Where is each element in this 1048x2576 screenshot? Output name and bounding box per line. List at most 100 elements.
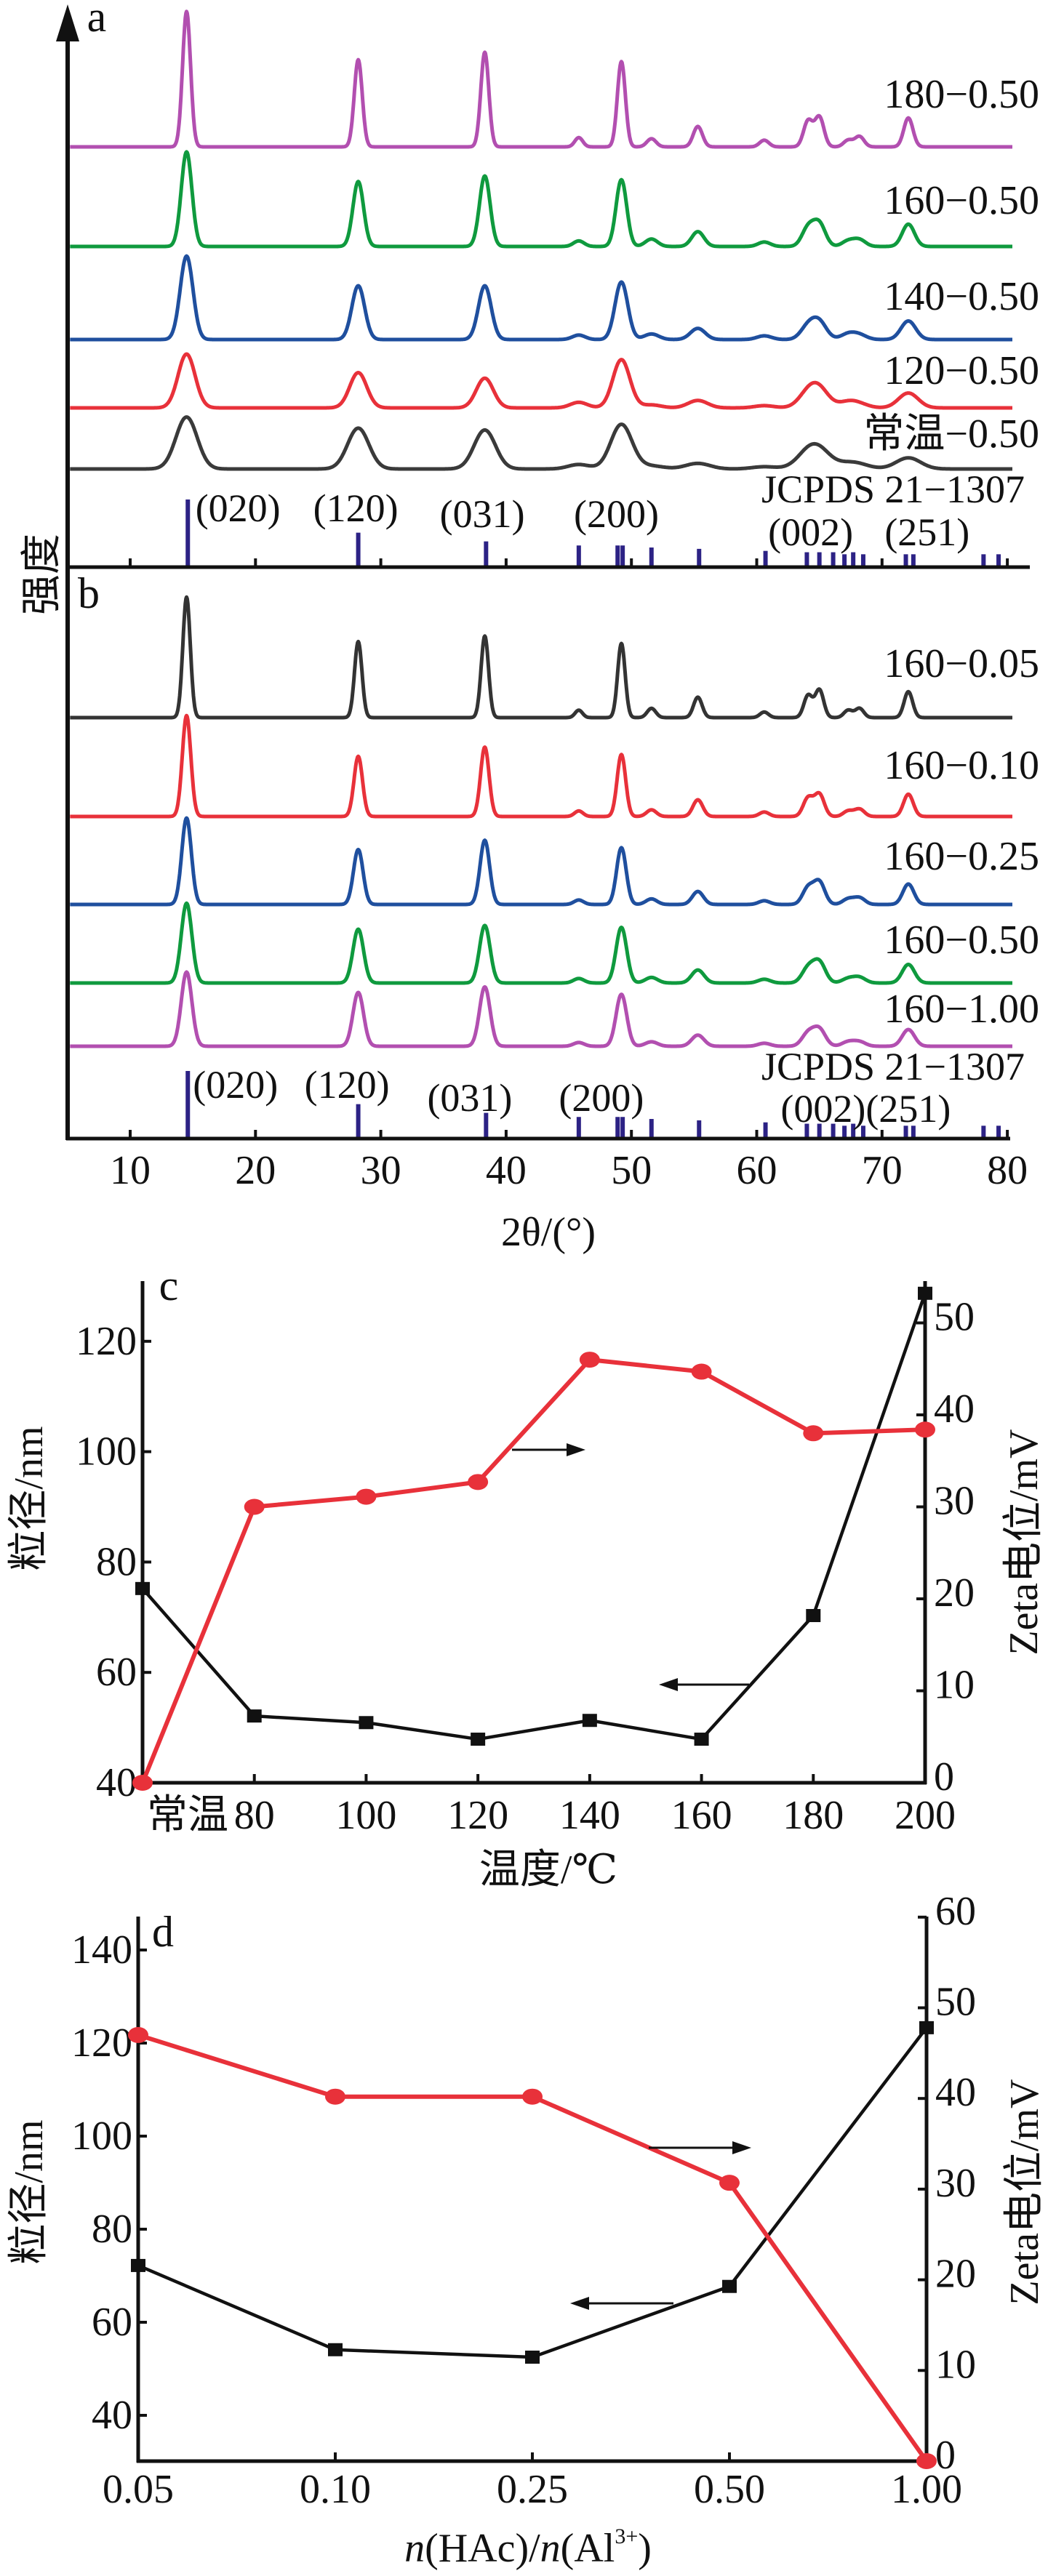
particle-size-marker <box>131 2258 145 2272</box>
x-tick-label: 40 <box>486 1148 527 1193</box>
xrd-curve <box>68 595 1014 720</box>
series-label: 160−0.25 <box>884 834 1039 879</box>
series-label: 120−0.50 <box>884 348 1039 393</box>
x-tick-label: 10 <box>110 1148 151 1193</box>
particle-size-marker <box>582 1714 597 1728</box>
xrd-curve <box>68 816 1014 907</box>
y-tick-label: 40 <box>96 1760 137 1805</box>
reference-label: JCPDS 21−1307 <box>761 1045 1025 1088</box>
y-tick-label: 100 <box>71 2114 132 2159</box>
y-right-tick-label: 30 <box>934 1479 975 1524</box>
panel-label: a <box>87 0 107 41</box>
x-tick-label: 180 <box>783 1793 844 1838</box>
y-axis-title: 粒径/nm <box>7 1426 52 1570</box>
zeta-marker <box>468 1474 489 1490</box>
x-tick-label: 50 <box>611 1148 652 1193</box>
zeta-marker <box>719 2175 740 2191</box>
particle-size-marker <box>806 1609 821 1623</box>
y-right-tick-label: 30 <box>935 2161 976 2206</box>
xrd-curve <box>68 415 1014 471</box>
hkl-label: (251) <box>884 510 969 554</box>
x-tick-label: 120 <box>447 1793 508 1838</box>
x-axis-title: 温度/℃ <box>479 1847 617 1893</box>
x-tick-label: 100 <box>335 1793 396 1838</box>
y-right-tick-label: 40 <box>935 2070 976 2115</box>
x-axis-title: 2θ/(°) <box>501 1210 596 1255</box>
y-right-tick-label: 20 <box>934 1570 975 1616</box>
x-tick-label: 0.50 <box>694 2467 765 2512</box>
particle-size-marker <box>919 2021 934 2034</box>
particle-size-marker <box>918 1286 932 1300</box>
x-tick-label: 70 <box>862 1148 903 1193</box>
xrd-panel-b: 160−0.05 160−0.10 160−0.25 160−0.50 160−1.00… <box>66 569 1039 1141</box>
y-right-tick-label: 10 <box>935 2342 976 2387</box>
particle-size-marker <box>135 1581 150 1595</box>
x-axis-title-part: ) <box>638 2526 652 2571</box>
zeta-marker <box>244 1498 265 1515</box>
left-arrowhead-icon <box>659 1678 678 1691</box>
zeta-marker <box>522 2088 543 2105</box>
hkl-label: (120) <box>305 1063 390 1107</box>
y-tick-label: 80 <box>92 2207 132 2252</box>
particle-size-marker <box>471 1733 486 1746</box>
hkl-label: (020) <box>196 486 281 530</box>
x-tick-label: 30 <box>361 1148 401 1193</box>
x-tick-label: 常温 <box>147 1793 228 1838</box>
x-axis-title-part: (Al <box>561 2526 615 2571</box>
y-right-tick-label: 50 <box>935 1980 976 2025</box>
zeta-marker <box>132 1775 153 1791</box>
y-right-tick-label: 20 <box>935 2252 976 2297</box>
zeta-marker <box>803 1425 824 1442</box>
x-tick-label: 60 <box>737 1148 777 1193</box>
zeta-marker <box>325 2088 345 2105</box>
xrd-curve <box>68 9 1014 149</box>
hkl-label: (031) <box>440 492 525 536</box>
xrd-curve <box>68 901 1014 985</box>
series-label: 140−0.50 <box>884 274 1039 319</box>
series-label: 160−0.10 <box>884 743 1039 788</box>
right-arrowhead-icon <box>732 2141 751 2154</box>
y-right-axis-title: Zeta电位/mV <box>1001 1429 1047 1655</box>
series-label: 160−0.50 <box>884 918 1039 963</box>
panel-label: c <box>159 1261 179 1309</box>
y-tick-label: 40 <box>92 2393 132 2438</box>
y-axis-title: 粒径/nm <box>7 2119 52 2264</box>
particle-size-marker <box>328 2343 343 2356</box>
particle-size-line <box>141 1293 927 1741</box>
zeta-marker <box>691 1363 712 1380</box>
particle-size-marker <box>247 1709 262 1723</box>
x-axis-title-part: n <box>404 2526 425 2571</box>
y-tick-label: 120 <box>76 1319 137 1364</box>
series-label: 常温−0.50 <box>863 412 1039 457</box>
x-tick-label: 0.25 <box>497 2467 568 2512</box>
xrd-curve <box>68 352 1014 410</box>
y-tick-label: 100 <box>76 1429 137 1474</box>
xrd-curve <box>68 254 1014 342</box>
x-axis-title: n(HAc)/n(Al3+) <box>404 2524 652 2571</box>
zeta-marker <box>916 2453 937 2469</box>
x-tick-label: 20 <box>235 1148 276 1193</box>
zeta-marker <box>356 1488 377 1505</box>
hkl-label: (120) <box>313 486 399 530</box>
y-right-tick-label: 0 <box>935 2433 956 2478</box>
x-axis-title-part: (HAc)/ <box>425 2526 540 2571</box>
x-tick-label: 160 <box>671 1793 732 1838</box>
y-axis-title: 强度 <box>20 534 65 615</box>
series-label: 160−1.00 <box>884 987 1039 1032</box>
zeta-marker <box>915 1421 935 1438</box>
y-tick-label: 140 <box>71 1927 132 1973</box>
xrd-curve <box>68 970 1014 1048</box>
particle-size-line <box>137 2026 928 2359</box>
x-tick-label: 80 <box>234 1793 275 1838</box>
xrd-curve <box>68 150 1014 249</box>
series-label: 180−0.50 <box>884 72 1039 117</box>
particle-size-marker <box>694 1733 709 1746</box>
particle-size-marker <box>359 1716 374 1730</box>
y-tick-label: 60 <box>92 2300 132 2345</box>
x-tick-label: 80 <box>987 1148 1028 1193</box>
particle-size-marker <box>525 2351 540 2364</box>
x-tick-label: 0.10 <box>300 2467 371 2512</box>
y-axis-arrow-icon <box>56 4 79 41</box>
